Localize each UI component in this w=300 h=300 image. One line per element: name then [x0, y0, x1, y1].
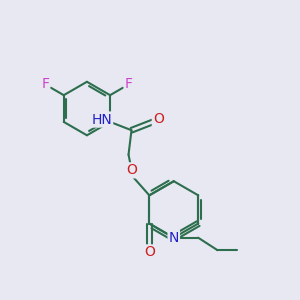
Text: O: O: [144, 245, 155, 260]
Text: F: F: [41, 77, 49, 92]
Text: N: N: [169, 231, 179, 245]
Text: HN: HN: [92, 112, 112, 127]
Text: O: O: [126, 164, 137, 177]
Text: F: F: [124, 77, 133, 92]
Text: O: O: [153, 112, 164, 126]
